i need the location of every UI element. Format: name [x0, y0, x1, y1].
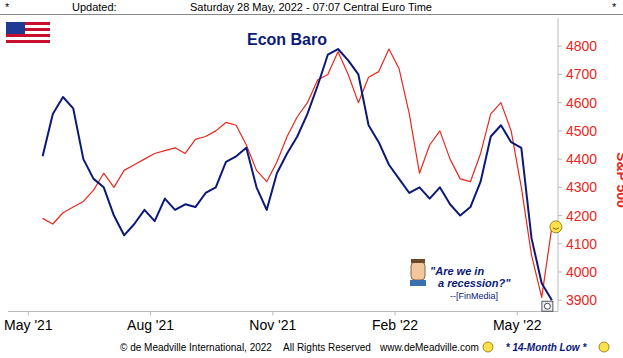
- y-tick-label: 4500: [566, 123, 597, 139]
- header-rule: [0, 14, 623, 15]
- series-line: [43, 49, 552, 297]
- flag-stripe: [6, 37, 50, 40]
- x-tick: [150, 312, 151, 316]
- footer-copyright: © de Meadville International, 2022: [120, 342, 272, 353]
- smiley-mouth: [553, 228, 559, 230]
- flag-canton: [6, 22, 25, 34]
- pundit-icon: [410, 259, 426, 286]
- pundit-face: [411, 262, 425, 280]
- plot-area: [43, 49, 552, 300]
- footer-rights: All Rights Reserved: [283, 342, 371, 353]
- x-tick-label: Nov '21: [249, 317, 296, 333]
- x-tick: [395, 312, 396, 316]
- y-tick: [558, 102, 562, 103]
- x-tick-label: Feb '22: [372, 317, 418, 333]
- page: {"header": {"left_mark": "*", "label": "…: [0, 0, 623, 358]
- y-tick-label: 3900: [566, 292, 597, 308]
- y-axis-label: S&P 500: [614, 152, 623, 208]
- y-tick: [558, 271, 562, 272]
- annotation: a recession?": [438, 277, 511, 289]
- x-tick-label: May '22: [493, 317, 542, 333]
- x-tick-label: May '21: [4, 317, 53, 333]
- footer-website: www.deMeadville.com: [379, 342, 479, 353]
- skull-face: [544, 303, 550, 309]
- y-tick-label: 4800: [566, 38, 597, 54]
- smile-icon: [599, 342, 609, 352]
- y-tick: [558, 300, 562, 301]
- y-tick-label: 4700: [566, 66, 597, 82]
- x-tick-label: Aug '21: [127, 317, 174, 333]
- x-axis-line: [8, 311, 558, 312]
- flag-stripe: [6, 34, 50, 37]
- pundit-hair: [411, 259, 425, 263]
- y-tick-label: 4600: [566, 95, 597, 111]
- y-tick: [558, 215, 562, 216]
- x-tick: [28, 312, 29, 316]
- x-tick: [272, 312, 273, 316]
- frown-icon: [483, 342, 493, 352]
- y-tick: [558, 74, 562, 75]
- y-tick: [558, 130, 562, 131]
- y-tick-label: 4300: [566, 179, 597, 195]
- y-tick: [558, 243, 562, 244]
- x-tick: [517, 312, 518, 316]
- header-label: Updated:: [72, 1, 117, 13]
- chart-title: Econ Baro: [247, 31, 327, 48]
- series-line: [43, 49, 552, 300]
- flag: [6, 22, 50, 43]
- footer-note: * 14-Month Low *: [506, 342, 588, 353]
- background: [0, 0, 623, 358]
- pundit-body: [410, 280, 426, 286]
- annotation-source: --[FinMedia]: [450, 291, 498, 301]
- header-timestamp: Saturday 28 May, 2022 - 07:07 Central Eu…: [190, 1, 432, 13]
- y-tick: [558, 187, 562, 188]
- y-tick-label: 4400: [566, 151, 597, 167]
- y-tick-label: 4200: [566, 208, 597, 224]
- annotation: "Are we in: [430, 265, 484, 277]
- y-tick: [558, 46, 562, 47]
- y-tick: [558, 159, 562, 160]
- header-mark: *: [5, 1, 10, 13]
- y-axis-line: [558, 18, 559, 312]
- flag-stripe: [6, 40, 50, 43]
- header-mark: *: [612, 1, 617, 13]
- smiley-icon: [550, 221, 562, 233]
- y-tick-label: 4100: [566, 236, 597, 252]
- chart-root: * Updated: Saturday 28 May, 2022 - 07:07 C…: [0, 0, 623, 358]
- skull-icon: [542, 301, 553, 311]
- y-tick-label: 4000: [566, 264, 597, 280]
